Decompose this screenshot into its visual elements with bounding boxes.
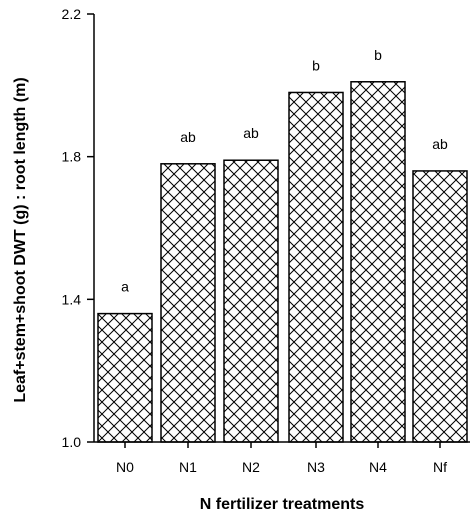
significance-labels: a ab ab b b ab bbox=[121, 47, 448, 295]
y-tick-label: 2.2 bbox=[62, 6, 82, 22]
bar-n1 bbox=[160, 163, 216, 443]
bar-n4 bbox=[350, 81, 406, 443]
significance-label-n4: b bbox=[374, 47, 382, 63]
x-tick-label-n0: N0 bbox=[116, 459, 134, 475]
x-tick-label-n2: N2 bbox=[242, 459, 260, 475]
significance-label-n3: b bbox=[312, 57, 320, 73]
y-tick-label: 1.8 bbox=[62, 149, 82, 165]
y-axis-title: Leaf+stem+shoot DWT (g) : root length (m… bbox=[12, 77, 29, 402]
significance-label-n2: ab bbox=[243, 125, 259, 141]
x-tick-label-nf: Nf bbox=[433, 459, 447, 475]
bars-group bbox=[97, 81, 468, 443]
significance-label-n0: a bbox=[121, 279, 129, 295]
x-tick-label-n1: N1 bbox=[179, 459, 197, 475]
bar-n0 bbox=[97, 312, 153, 443]
y-ticks: 1.0 1.4 1.8 2.2 bbox=[62, 6, 94, 450]
y-tick-label: 1.0 bbox=[62, 434, 82, 450]
x-tick-label-n4: N4 bbox=[369, 459, 387, 475]
bar-n2 bbox=[223, 159, 279, 443]
bar-nf bbox=[412, 170, 468, 443]
significance-label-nf: ab bbox=[432, 136, 448, 152]
x-ticks: N0 N1 N2 N3 N4 Nf bbox=[116, 442, 447, 475]
y-tick-label: 1.4 bbox=[62, 291, 82, 307]
bar-n3 bbox=[288, 91, 344, 443]
x-axis-title: N fertilizer treatments bbox=[200, 496, 365, 513]
x-tick-label-n3: N3 bbox=[307, 459, 325, 475]
significance-label-n1: ab bbox=[180, 129, 196, 145]
